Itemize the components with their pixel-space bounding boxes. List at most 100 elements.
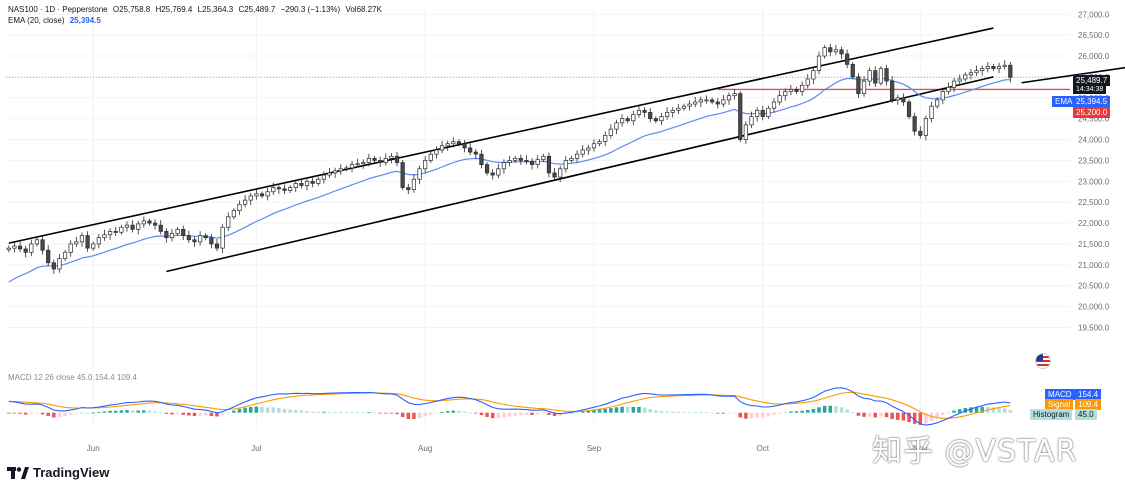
y-tick-label: 21,500.0	[1078, 240, 1110, 249]
candle-body	[316, 178, 321, 184]
y-tick-label: 23,000.0	[1078, 177, 1110, 186]
candle-body	[766, 107, 771, 117]
y-tick-label: 19,500.0	[1078, 323, 1110, 332]
histogram-bar	[710, 412, 714, 414]
candle-body	[614, 122, 619, 130]
candle-body	[850, 64, 855, 78]
candle-body	[355, 163, 360, 166]
histogram-bar	[7, 412, 11, 414]
histogram-bar	[479, 412, 484, 416]
candle-body	[822, 47, 827, 57]
histogram-bar	[400, 412, 405, 418]
histogram-bar	[288, 409, 292, 413]
histogram-bar	[524, 412, 529, 415]
histogram-bar	[665, 411, 669, 413]
histogram-bar	[451, 410, 456, 413]
candle-body	[411, 178, 417, 191]
histogram-bar	[654, 410, 658, 413]
candle-body	[856, 76, 861, 94]
candle-body	[558, 168, 563, 178]
candle-body	[912, 116, 917, 132]
candle-body	[107, 231, 113, 236]
candle-body	[456, 141, 462, 145]
histogram-bar	[175, 412, 180, 415]
candle-body	[175, 228, 180, 234]
histogram-bar	[907, 412, 911, 423]
y-tick-label: 22,000.0	[1078, 219, 1110, 228]
candle-body	[726, 95, 732, 101]
histogram-bar	[867, 412, 872, 417]
candles-layer	[6, 43, 1013, 275]
candle-body	[102, 234, 107, 239]
y-tick-label: 22,500.0	[1078, 198, 1110, 207]
histogram-bar	[333, 411, 337, 413]
histogram-bar	[991, 407, 996, 413]
candle-body	[423, 160, 428, 170]
candle-body	[800, 84, 805, 92]
macd-layer	[7, 387, 1013, 426]
candle-body	[721, 99, 726, 105]
histogram-bar	[507, 412, 512, 417]
histogram-bar	[12, 412, 17, 414]
flag-icon[interactable]	[1035, 353, 1051, 369]
histogram-bar	[355, 412, 360, 413]
histogram-bar	[254, 406, 259, 413]
candle-body	[811, 70, 816, 80]
histogram-bar	[91, 412, 95, 414]
histogram-bar	[822, 405, 827, 413]
ema-legend-value: 25,394.5	[69, 16, 101, 25]
histogram-bar	[873, 412, 878, 418]
histogram-bar	[496, 412, 501, 419]
histogram-bar	[800, 410, 804, 413]
histogram-bar	[378, 412, 382, 414]
candle-body	[40, 239, 45, 251]
candle-body	[861, 80, 867, 94]
tradingview-logo[interactable]: TradingView	[7, 465, 109, 480]
candle-body	[738, 93, 743, 140]
histogram-bar	[862, 412, 866, 417]
histogram-bar	[648, 408, 652, 413]
histogram-bar	[423, 412, 427, 417]
candle-body	[209, 237, 214, 245]
histogram-bar	[18, 412, 22, 414]
candle-body	[12, 245, 17, 249]
candle-body	[777, 95, 782, 103]
candle-body	[299, 183, 304, 186]
histogram-bar	[670, 411, 675, 413]
histogram-bar	[142, 410, 146, 413]
candle-body	[310, 180, 315, 184]
histogram-bar	[474, 412, 478, 414]
candle-body	[867, 70, 872, 82]
histogram-bar	[350, 411, 354, 413]
histogram-bar	[265, 407, 270, 413]
histogram-bar	[811, 408, 816, 413]
candle-body	[445, 143, 450, 147]
candle-body	[327, 172, 332, 176]
histogram-bar	[181, 412, 185, 415]
change-value: −290.3 (−1.13%)	[280, 5, 341, 14]
candle-body	[946, 86, 951, 92]
histogram-bar	[372, 412, 377, 414]
candle-body	[507, 160, 512, 163]
candle-body	[918, 130, 923, 136]
y-tick-label: 27,000.0	[1078, 10, 1110, 19]
candle-body	[169, 233, 175, 239]
candle-body	[333, 170, 338, 174]
candle-body	[130, 224, 135, 230]
candle-body	[597, 141, 602, 145]
candle-body	[389, 155, 394, 159]
candle-body	[541, 155, 546, 160]
candle-body	[468, 147, 473, 153]
y-tick-label: 21,000.0	[1078, 261, 1110, 270]
histogram-value-tag: 45.0	[1075, 409, 1097, 420]
histogram-bar	[845, 409, 849, 413]
histogram-bar	[209, 412, 214, 416]
candle-body	[372, 157, 377, 161]
candle-body	[220, 226, 225, 249]
histogram-bar	[322, 411, 326, 413]
candle-body	[985, 66, 990, 69]
histogram-bar	[580, 411, 585, 413]
tradingview-logo-text: TradingView	[33, 465, 110, 480]
